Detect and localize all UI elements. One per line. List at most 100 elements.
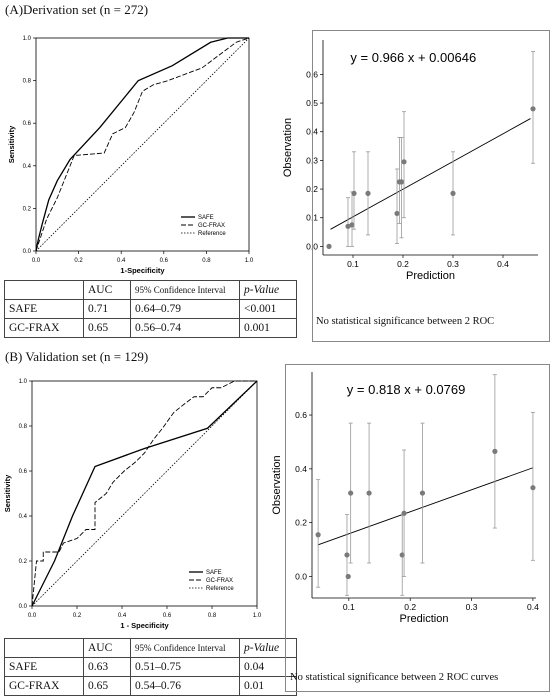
legend-label: SAFE: [198, 215, 214, 221]
table-cell: 0.63: [83, 657, 131, 677]
note-derivation: No statistical significance between 2 RO…: [316, 316, 495, 327]
header-cell: 95% Confidence Interval: [130, 280, 240, 300]
stats-table-derivation: AUC 95% Confidence Interval p-Value SAFE…: [4, 280, 297, 338]
y-tick-label: 0.8: [19, 424, 28, 430]
roc-curve-reference: [35, 37, 250, 252]
data-point: [492, 448, 498, 454]
plot-frame: [31, 380, 258, 607]
x-axis-title: Prediction: [400, 613, 449, 625]
legend-label: GC-FRAX: [198, 223, 225, 229]
y-axis-title: Sensitivity: [3, 474, 12, 512]
data-point: [398, 179, 405, 185]
table-header-row: AUC 95% Confidence Interval p-Value: [4, 280, 297, 300]
y-tick-label: 0.6: [295, 410, 307, 420]
x-axis-title: 1-Specificity: [120, 266, 165, 275]
y-tick-label: 0.4: [295, 464, 307, 474]
x-tick-label: 0.8: [208, 613, 217, 619]
data-point: [315, 532, 321, 538]
data-point: [401, 159, 407, 165]
table-cell: 0.64–0.79: [130, 299, 240, 319]
legend-label: Reference: [206, 586, 234, 592]
roc-curve-safe: [35, 37, 249, 252]
data-point: [365, 190, 371, 196]
roc-chart-validation: 0.00.0 0.2 0.2 0.4 0.4 0.6 0.6 0.8 0.8 1.0 1.0 1 - …: [3, 379, 262, 630]
table-cell: 0.65: [83, 676, 131, 696]
legend-label: Reference: [198, 231, 226, 237]
table-cell: 0.71: [83, 299, 131, 319]
table-cell: SAFE: [4, 299, 84, 319]
regression-equation: y = 0.818 x + 0.0769: [347, 382, 466, 397]
table-cell: 0.65: [83, 318, 131, 338]
x-tick-label: 0.1: [343, 602, 355, 612]
roc-curve-gcfrax: [35, 37, 250, 252]
legend-label: GC-FRAX: [206, 578, 233, 584]
data-point: [351, 190, 357, 196]
data-point: [530, 106, 536, 112]
roc-curve-gcfrax: [31, 380, 257, 607]
x-tick-label: 0.4: [527, 602, 539, 612]
regression-line: [330, 118, 531, 230]
plot-frame: [35, 37, 250, 252]
x-tick-label: 0.4: [497, 259, 509, 269]
x-tick-label: 0.0: [32, 258, 41, 264]
y-tick-label: 0.6: [19, 469, 28, 475]
y-tick-label: 1.0: [23, 36, 32, 42]
header-cell: [4, 638, 84, 658]
table-cell: 0.01: [239, 676, 297, 696]
x-tick-label: 0.4: [117, 258, 126, 264]
data-point: [419, 490, 426, 496]
data-point: [366, 490, 372, 496]
y-tick-label: 1.0: [19, 379, 28, 385]
p-value-label: p-Value: [244, 642, 280, 654]
header-cell: [4, 280, 84, 300]
table-cell: SAFE: [4, 657, 84, 677]
x-axis-title: 1 - Specificity: [120, 621, 169, 630]
p-value-label: p-Value: [244, 284, 280, 296]
table-cell: 0.001: [239, 318, 297, 338]
calibration-chart-validation: 0.1 0.2 0.3 0.4 0.0 0.2 0.4 0.6 Prediction Observ…: [271, 372, 539, 625]
panel-a-title: (A)Derivation set (n = 272): [5, 2, 149, 17]
y-tick-label: 0.0: [23, 249, 32, 255]
note-box-validation: [285, 364, 550, 692]
y-tick-label: 0.2: [23, 206, 32, 212]
table-row: SAFE 0.63 0.51–0.75 0.04: [4, 657, 297, 677]
x-tick-label: 1.0: [245, 258, 254, 264]
roc-curve-reference: [31, 380, 258, 607]
x-tick-label: 0.2: [404, 602, 416, 612]
data-point: [345, 223, 351, 229]
y-tick-label: 0.0: [295, 571, 307, 581]
data-point: [344, 552, 350, 558]
x-tick-label: 0.2: [73, 613, 82, 619]
x-tick-label: 1.0: [253, 613, 262, 619]
y-tick-label: 0.4: [19, 514, 28, 520]
roc-chart-derivation: 0.00.0 0.2 0.2 0.4 0.4 0.6 0.6 0.8 0.8 1.0 1.0 1-Sp…: [7, 36, 254, 275]
data-point: [399, 552, 405, 558]
x-tick-label: 0.3: [466, 602, 478, 612]
table-cell: 0.56–0.74: [130, 318, 240, 338]
x-tick-label: 0.4: [118, 613, 127, 619]
data-point: [349, 222, 355, 228]
roc-curve-safe: [31, 380, 258, 607]
header-cell: AUC: [83, 638, 131, 658]
note-validation: No statistical significance between 2 RO…: [290, 672, 499, 683]
x-tick-label: 0.6: [163, 613, 172, 619]
table-cell: GC-FRAX: [4, 318, 84, 338]
data-point: [326, 243, 332, 249]
y-axis-title: Sensitivity: [7, 125, 16, 163]
table-cell: 0.51–0.75: [130, 657, 240, 677]
table-row: SAFE 0.71 0.64–0.79 <0.001: [4, 299, 297, 319]
regression-line: [317, 467, 534, 546]
y-tick-label: 0.2: [19, 559, 28, 565]
table-cell: GC-FRAX: [4, 676, 84, 696]
y-tick-label: 0.2: [295, 518, 307, 528]
data-point: [530, 485, 536, 491]
x-tick-label: 0.8: [202, 258, 211, 264]
y-tick-label: 0.8: [23, 79, 32, 85]
header-cell: AUC: [83, 280, 131, 300]
panel-b-title: (B) Validation set (n = 129): [5, 349, 149, 364]
data-point: [345, 573, 351, 580]
table-header-row: AUC 95% Confidence Interval p-Value: [4, 638, 297, 658]
x-tick-label: 0.6: [160, 258, 169, 264]
table-row: GC-FRAX 0.65 0.56–0.74 0.001: [4, 318, 297, 338]
x-tick-label: 0.0: [28, 613, 37, 619]
